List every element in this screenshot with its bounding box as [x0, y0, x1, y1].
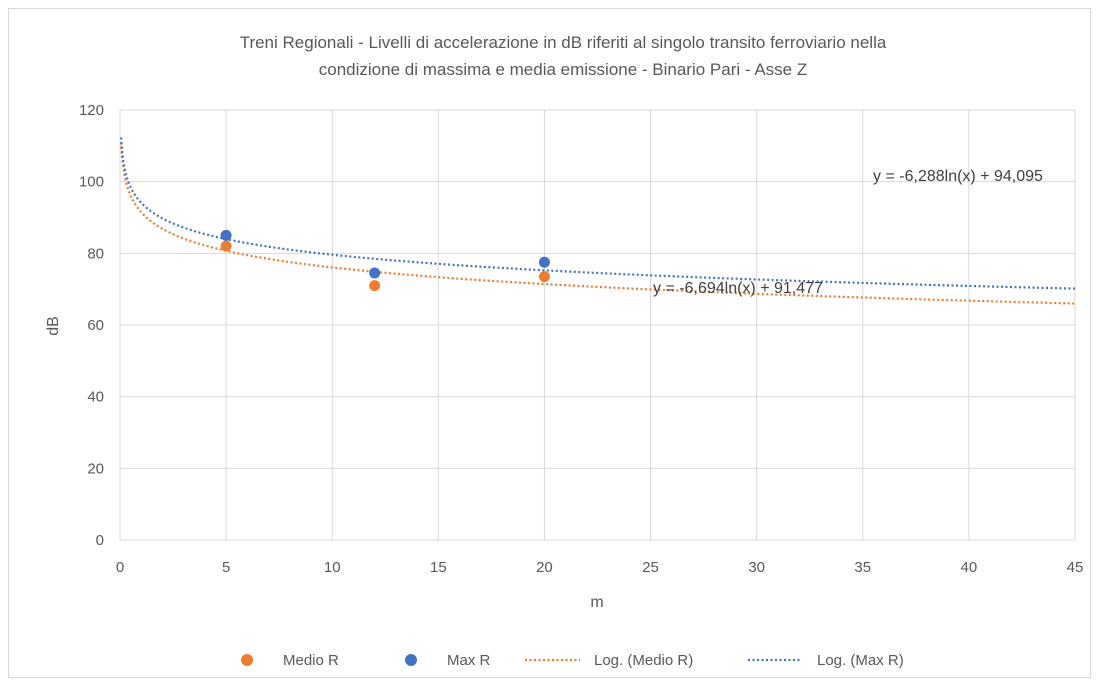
legend-marker-max-r [405, 654, 417, 666]
x-tick-label: 10 [324, 559, 341, 576]
x-tick-label: 25 [642, 559, 659, 576]
data-point-medio-r [220, 240, 232, 252]
y-tick-label: 80 [87, 245, 104, 262]
x-tick-label: 40 [961, 559, 978, 576]
data-point-medio-r [538, 271, 550, 283]
chart-frame [8, 8, 1091, 678]
trendline-max-r [120, 137, 1076, 290]
data-point-medio-r [369, 280, 381, 292]
trendline-equations: y = -6,288ln(x) + 94,095 y = -6,694ln(x)… [653, 168, 1043, 297]
x-tick-label: 5 [222, 559, 230, 576]
data-point-max-r [538, 256, 550, 268]
x-tick-label: 45 [1067, 559, 1084, 576]
x-tick-label: 35 [854, 559, 871, 576]
grid [119, 109, 1076, 541]
legend-label-medio-r: Medio R [283, 652, 339, 669]
y-tick-label: 60 [87, 317, 104, 334]
x-tick-label: 20 [536, 559, 553, 576]
chart-title-line-1: Treni Regionali - Livelli di accelerazio… [240, 33, 887, 52]
trendlines [120, 137, 1076, 305]
data-point-max-r [220, 229, 232, 241]
y-tick-label: 0 [96, 532, 104, 549]
chart-title-line-2: condizione di massima e media emissione … [319, 60, 807, 79]
y-axis-title: dB [45, 316, 62, 336]
data-point-max-r [369, 267, 381, 279]
x-tick-label: 0 [116, 559, 124, 576]
x-tick-label: 30 [748, 559, 765, 576]
trendline-medio-r [120, 142, 1076, 305]
equation-max-r: y = -6,288ln(x) + 94,095 [873, 168, 1043, 185]
x-tick-label: 15 [430, 559, 447, 576]
chart-title: Treni Regionali - Livelli di accelerazio… [240, 33, 887, 79]
y-tick-label: 100 [79, 174, 104, 191]
y-tick-label: 120 [79, 102, 104, 119]
legend-label-log-medio-r: Log. (Medio R) [594, 652, 693, 669]
legend-label-log-max-r: Log. (Max R) [817, 652, 904, 669]
axis-tick-labels: 0 20 40 60 80 100 120 0 5 10 15 20 25 30 35 40 45 [79, 102, 1083, 576]
legend-label-max-r: Max R [447, 652, 491, 669]
legend: Medio R Max R Log. (Medio R) Log. (Max R… [241, 652, 904, 669]
equation-medio-r: y = -6,694ln(x) + 91,477 [653, 280, 823, 297]
y-tick-label: 40 [87, 389, 104, 406]
x-axis-title: m [590, 594, 603, 611]
y-tick-label: 20 [87, 460, 104, 477]
data-points [220, 229, 550, 292]
legend-marker-medio-r [241, 654, 253, 666]
